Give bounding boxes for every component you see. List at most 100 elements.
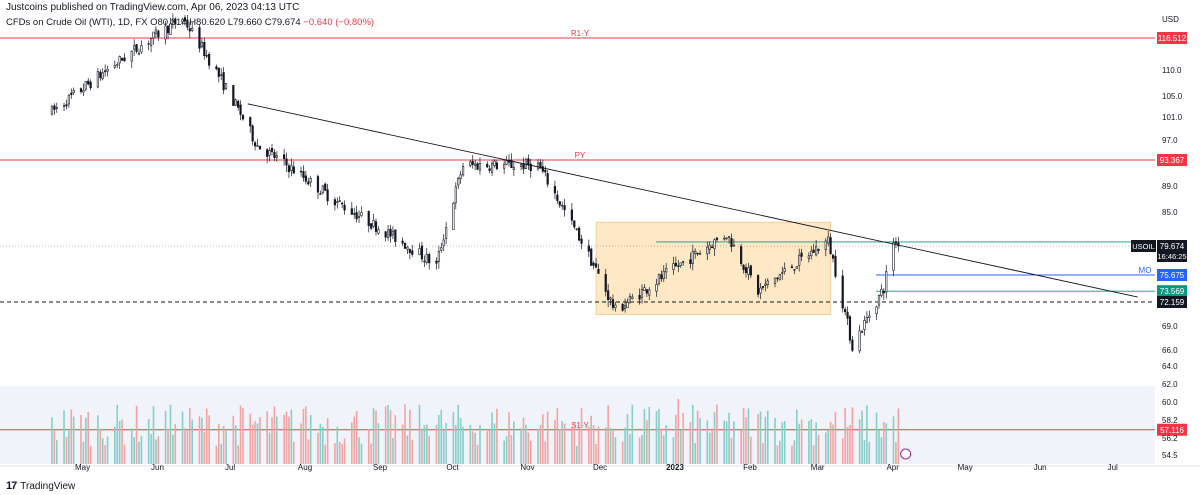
candle-body — [875, 306, 878, 315]
volume-bar — [237, 445, 239, 464]
candle-body — [287, 165, 291, 172]
volume-bar — [283, 414, 285, 464]
candle-body — [578, 227, 581, 241]
volume-bar — [152, 406, 155, 464]
volume-bar — [658, 408, 660, 464]
candle-body — [338, 200, 341, 202]
volume-bar — [268, 432, 271, 464]
candle-body — [691, 251, 694, 264]
volume-bar — [875, 412, 878, 464]
volume-bar — [682, 412, 684, 464]
candle-body — [232, 85, 235, 106]
volume-bar — [665, 425, 667, 464]
candle-body — [575, 228, 578, 230]
candle-body — [631, 296, 634, 299]
candle-body — [698, 252, 702, 255]
candle-body — [239, 104, 242, 115]
volume-bar — [97, 415, 99, 464]
volume-bar — [841, 438, 844, 464]
candle-body — [266, 149, 269, 157]
level-name-3: MO — [1139, 266, 1152, 275]
volume-bar — [542, 414, 544, 464]
candle-body — [561, 204, 564, 207]
volume-bar — [508, 412, 510, 464]
candle-body — [892, 242, 895, 271]
volume-bar — [759, 411, 762, 464]
candle-body — [759, 287, 762, 294]
volume-bar — [750, 436, 752, 464]
volume-bar — [285, 411, 288, 464]
volume-bar — [641, 435, 643, 464]
price-tag-9: 75.675 — [1160, 271, 1185, 280]
volume-bar — [358, 437, 360, 464]
price-tag-11: 72.159 — [1160, 298, 1185, 307]
candle-body — [360, 212, 363, 216]
candle-body — [877, 294, 881, 306]
candle-body — [715, 237, 719, 240]
candle-body — [495, 162, 499, 170]
candle-body — [386, 229, 390, 238]
candle-body — [590, 248, 593, 266]
candle-body — [326, 189, 329, 202]
volume-bar — [254, 421, 256, 464]
volume-bar — [728, 412, 730, 464]
tradingview-footer[interactable]: 17 TradingView — [6, 480, 75, 492]
volume-bar — [418, 405, 421, 464]
volume-bar — [723, 420, 726, 464]
candle-body — [200, 41, 203, 48]
volume-bar — [491, 412, 493, 464]
candle-body — [696, 252, 699, 255]
volume-bar — [689, 422, 692, 464]
candle-body — [420, 245, 424, 260]
volume-bar — [321, 426, 324, 464]
volume-bar — [80, 414, 82, 464]
volume-bar — [471, 431, 474, 464]
candle-body — [258, 145, 262, 150]
candle-body — [812, 249, 815, 253]
volume-bar — [454, 425, 457, 464]
volume-bar — [863, 439, 866, 464]
volume-bar — [89, 445, 92, 464]
candle-body — [730, 238, 733, 248]
candle-body — [486, 163, 489, 168]
candle-body — [268, 150, 271, 156]
candle-body — [147, 43, 150, 45]
volume-bar — [537, 429, 539, 464]
volume-bar — [82, 441, 85, 464]
y-tick-label-19: 56.2 — [1162, 434, 1178, 443]
volume-bar — [389, 410, 392, 464]
candle-body — [844, 308, 847, 313]
volume-bar — [239, 405, 242, 464]
candle-body — [474, 163, 477, 166]
candle-body — [645, 289, 648, 294]
volume-bar — [114, 426, 116, 464]
candle-body — [120, 58, 124, 61]
volume-bar — [309, 414, 312, 464]
candle-body — [766, 280, 769, 285]
candle-body — [621, 303, 624, 311]
volume-bar — [725, 421, 728, 464]
volume-bar — [169, 404, 172, 464]
candle-body — [609, 297, 612, 300]
volume-bar — [486, 431, 489, 464]
y-tick-label-6: 89.0 — [1162, 182, 1178, 191]
volume-bar — [747, 408, 750, 464]
candle-body — [87, 80, 90, 85]
candle-body — [70, 92, 73, 96]
volume-bar — [510, 434, 513, 464]
volume-bar — [834, 411, 837, 464]
volume-bar — [203, 431, 206, 464]
candle-body — [643, 287, 646, 291]
candle-body — [116, 64, 119, 66]
volume-bar — [798, 423, 800, 464]
candle-body — [186, 19, 189, 28]
volume-bar — [256, 423, 259, 464]
volume-bar — [609, 427, 612, 464]
volume-bar — [225, 431, 227, 464]
volume-bar — [425, 424, 428, 464]
volume-bar — [827, 430, 830, 464]
candle-body — [130, 50, 133, 62]
x-tick-label-6: Nov — [520, 463, 534, 472]
x-tick-label-5: Oct — [446, 463, 459, 472]
